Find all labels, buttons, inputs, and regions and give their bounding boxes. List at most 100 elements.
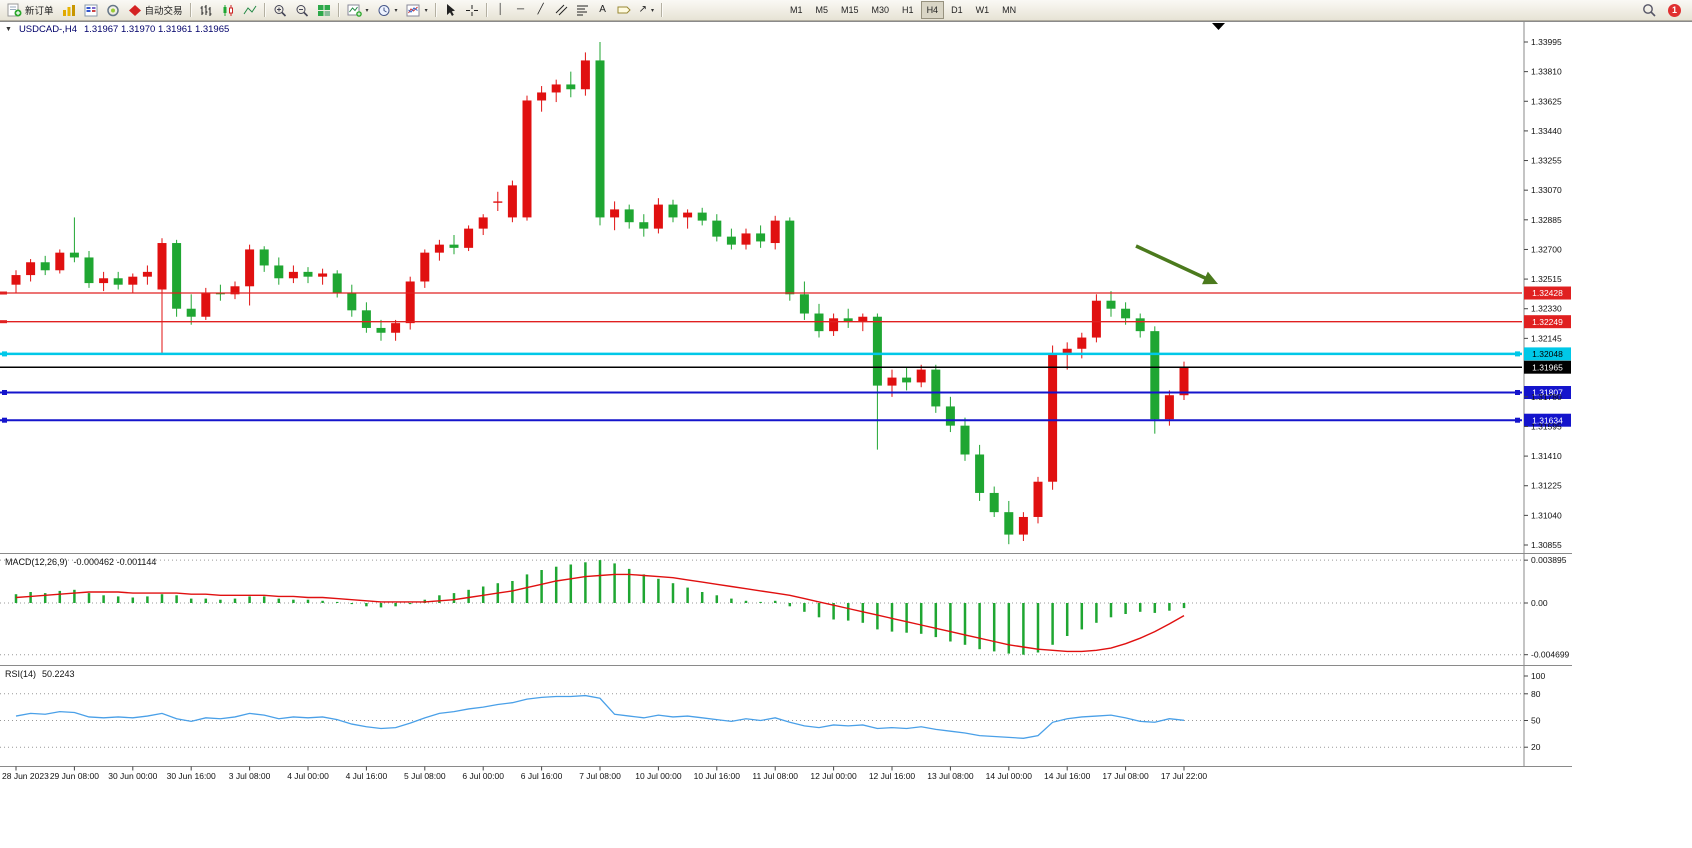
clock-icon: [378, 4, 390, 16]
price-axis-label: 1.32330: [1531, 304, 1562, 314]
line-handle[interactable]: [2, 417, 7, 423]
gold-bars-icon: [62, 4, 75, 16]
market-depth-button[interactable]: [80, 1, 102, 19]
line-end-mark: [0, 320, 7, 324]
annotation-arrow-head[interactable]: [1202, 271, 1218, 285]
candle-body: [84, 257, 94, 284]
candle-body: [1004, 512, 1014, 535]
macd-axis-label: 0.00: [1531, 598, 1548, 608]
candle-body: [551, 84, 561, 93]
auto-trading-button[interactable]: 自动交易: [124, 1, 187, 19]
candle-body: [902, 377, 912, 383]
price-badge: [1524, 286, 1571, 300]
timeframe-button-mn[interactable]: MN: [996, 1, 1022, 19]
toolbar-separator: [434, 3, 437, 17]
timeframe-button-h4[interactable]: H4: [920, 1, 945, 19]
candle-body: [245, 249, 255, 287]
bar-chart-button[interactable]: [195, 1, 217, 19]
chart-ohlc-values: 1.31967 1.31970 1.31961 1.31965: [84, 24, 230, 35]
horizontal-line-button[interactable]: ─: [511, 1, 531, 19]
price-badge-label: 1.31807: [1532, 388, 1563, 398]
new-chart-icon: [347, 4, 362, 17]
line-handle[interactable]: [1515, 351, 1520, 357]
zoom-out-button[interactable]: [291, 1, 313, 19]
candle-body: [1018, 516, 1028, 535]
candle-body: [26, 262, 36, 276]
zoom-in-icon: [274, 4, 286, 17]
annotation-arrow-line[interactable]: [1135, 244, 1212, 283]
text-button[interactable]: A: [593, 1, 613, 19]
price-axis-label: 1.31410: [1531, 451, 1562, 461]
time-axis-label: 30 Jun 00:00: [108, 771, 157, 781]
timeframe-button-m15[interactable]: M15: [835, 1, 865, 19]
toolbar-separator: [485, 3, 488, 17]
crosshair-button[interactable]: [461, 1, 483, 19]
trendline-button[interactable]: ╱: [531, 1, 551, 19]
tile-windows-icon: [317, 4, 330, 16]
zoom-in-button[interactable]: [269, 1, 291, 19]
timeframe-button-m1[interactable]: M1: [784, 1, 809, 19]
candle-body: [361, 310, 371, 328]
line-chart-button[interactable]: [239, 1, 261, 19]
candlestick-chart-button[interactable]: [217, 1, 239, 19]
line-end-mark: [0, 291, 7, 295]
price-axis-label: 1.31040: [1531, 510, 1562, 520]
candle-body: [464, 228, 474, 248]
line-handle[interactable]: [1515, 417, 1520, 423]
line-handle[interactable]: [1515, 389, 1520, 395]
timeframe-button-h1[interactable]: H1: [896, 1, 920, 19]
candle-body: [11, 275, 21, 285]
line-handle[interactable]: [2, 389, 7, 395]
price-axis-label: 1.33995: [1531, 37, 1562, 47]
line-handle[interactable]: [2, 351, 7, 357]
candle-body: [1077, 337, 1087, 349]
data-window-button[interactable]: [102, 1, 124, 19]
candle-body: [829, 318, 839, 332]
horizontal-line-icon: ─: [517, 4, 525, 15]
label-button[interactable]: [613, 1, 635, 19]
new-chart-button[interactable]: ▾: [343, 1, 373, 19]
vertical-line-button[interactable]: │: [491, 1, 511, 19]
market-depth-icon: [84, 4, 98, 16]
candle-body: [960, 425, 970, 455]
caret-down-icon: ▾: [394, 7, 398, 14]
caret-down-icon: ▾: [365, 7, 369, 14]
timeframe-button-d1[interactable]: D1: [945, 1, 969, 19]
arrow-tools-button[interactable]: ↗ ▾: [635, 1, 658, 19]
timeframe-button-m5[interactable]: M5: [810, 1, 835, 19]
time-axis-label: 6 Jul 16:00: [521, 771, 563, 781]
candle-body: [1091, 300, 1101, 338]
fibonacci-button[interactable]: [572, 1, 593, 19]
notification-badge[interactable]: 1: [1668, 3, 1681, 17]
candle-body: [726, 236, 736, 245]
candle-body: [624, 209, 634, 223]
macd-title: MACD(12,26,9): [5, 557, 68, 567]
candle-body: [69, 252, 79, 258]
time-axis-label: 10 Jul 00:00: [635, 771, 682, 781]
new-order-button[interactable]: 新订单: [3, 1, 58, 19]
chart-window-button[interactable]: [58, 1, 80, 19]
period-button[interactable]: ▾: [373, 1, 402, 19]
time-axis-label: 7 Jul 08:00: [579, 771, 621, 781]
timeframe-button-w1[interactable]: W1: [970, 1, 996, 19]
chart-collapse-icon[interactable]: ▼: [5, 26, 12, 33]
caret-down-icon: ▾: [424, 7, 428, 14]
price-axis-label: 1.33070: [1531, 185, 1562, 195]
candle-body: [99, 278, 109, 284]
price-badge-label: 1.32249: [1532, 317, 1563, 327]
candle-body: [858, 316, 868, 322]
search-button[interactable]: [1638, 1, 1660, 19]
tile-windows-button[interactable]: [313, 1, 335, 19]
price-axis-label: 1.32700: [1531, 244, 1562, 254]
candle-body: [668, 204, 678, 218]
channel-button[interactable]: [551, 1, 572, 19]
macd-label: MACD(12,26,9) -0.000462 -0.001144: [5, 557, 156, 567]
new-order-icon: [7, 3, 22, 17]
time-axis-label: 5 Jul 08:00: [404, 771, 446, 781]
template-button[interactable]: ▾: [402, 1, 432, 19]
candle-body: [683, 212, 693, 218]
cursor-button[interactable]: [440, 1, 461, 19]
timeframe-button-m30[interactable]: M30: [866, 1, 896, 19]
candle-body: [201, 292, 211, 317]
